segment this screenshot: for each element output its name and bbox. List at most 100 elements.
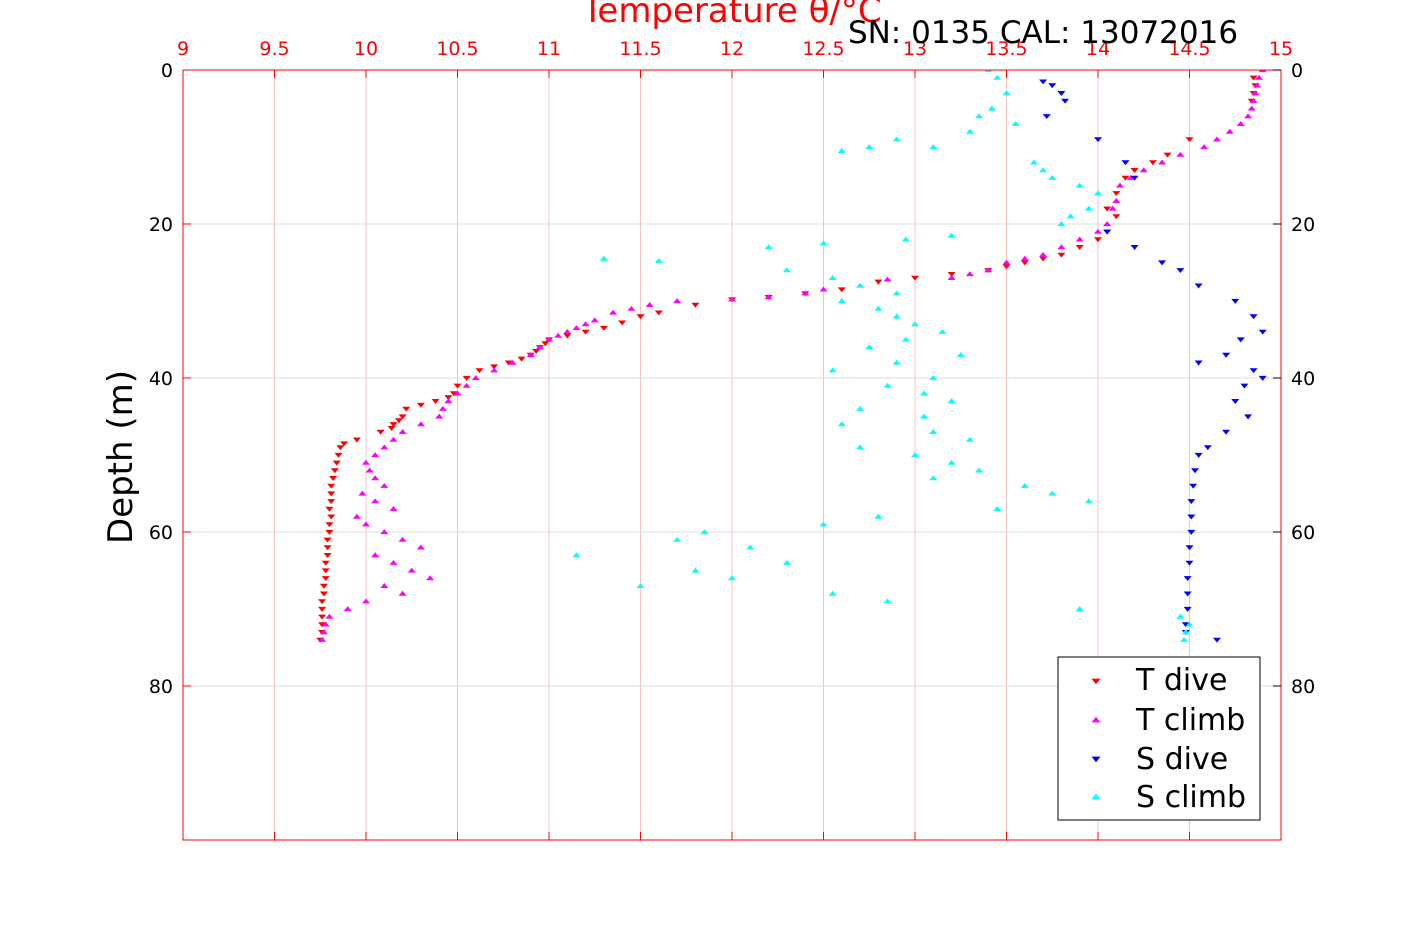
point-t-climb <box>371 475 380 481</box>
point-t-climb <box>728 296 736 302</box>
point-s-climb <box>901 336 910 342</box>
point-t-climb <box>1176 151 1185 157</box>
point-t-climb <box>1251 90 1260 96</box>
x-tick-label: 9 <box>177 38 189 60</box>
point-s-climb <box>865 344 874 350</box>
legend-marker-s-dive <box>1091 756 1101 763</box>
point-t-dive <box>416 402 425 408</box>
point-s-dive <box>1258 375 1267 381</box>
point-t-climb <box>563 328 572 334</box>
calibration-annotation: SN: 0135 CAL: 13072016 <box>848 15 1238 51</box>
point-t-climb <box>1108 205 1117 211</box>
point-t-dive <box>911 275 919 281</box>
legend-label-t-climb: T climb <box>1135 703 1245 738</box>
point-t-climb <box>416 544 425 550</box>
point-s-dive <box>1094 137 1102 143</box>
point-s-climb <box>856 405 865 411</box>
point-t-dive <box>389 422 398 428</box>
point-t-climb <box>526 352 535 357</box>
point-t-dive <box>325 506 334 512</box>
point-t-dive <box>318 606 327 612</box>
point-t-climb <box>438 405 447 411</box>
point-t-dive <box>599 325 608 331</box>
point-t-dive <box>618 320 627 326</box>
point-t-dive <box>325 529 334 535</box>
point-s-climb <box>1039 167 1048 173</box>
point-s-dive <box>1194 283 1203 289</box>
point-t-dive <box>319 583 328 589</box>
point-s-climb <box>691 567 700 573</box>
point-t-climb <box>1236 121 1245 126</box>
x-tick-label: 13.5 <box>985 38 1027 60</box>
point-t-dive <box>517 356 526 362</box>
x-tick-label: 11 <box>537 38 561 60</box>
point-s-climb <box>987 105 996 111</box>
point-t-dive <box>327 491 336 497</box>
point-t-climb <box>398 590 407 596</box>
point-s-climb <box>975 467 984 473</box>
point-t-dive <box>330 468 339 474</box>
series-t-climb <box>318 70 1267 642</box>
point-t-dive <box>504 360 513 366</box>
point-t-dive <box>490 364 499 370</box>
point-s-climb <box>828 367 837 373</box>
point-t-climb <box>325 613 334 619</box>
point-s-climb <box>883 598 892 604</box>
point-s-dive <box>1212 637 1221 643</box>
point-s-climb <box>1094 190 1102 196</box>
point-t-climb <box>1253 82 1262 88</box>
legend-markers <box>1091 678 1101 800</box>
point-t-climb <box>1258 70 1267 73</box>
point-t-dive <box>837 287 846 293</box>
point-s-dive <box>1183 606 1192 612</box>
point-t-climb <box>362 598 370 604</box>
y-tick-label-left: 0 <box>161 60 173 82</box>
point-t-climb <box>380 482 389 488</box>
point-t-climb <box>1094 228 1102 234</box>
point-s-climb <box>837 298 846 304</box>
point-t-dive <box>563 333 572 339</box>
point-t-dive <box>323 545 332 551</box>
x-tick-label: 11.5 <box>619 38 661 60</box>
point-s-dive <box>1183 591 1192 597</box>
point-t-dive <box>387 425 396 431</box>
point-s-climb <box>1002 90 1011 96</box>
legend-marker-s-climb <box>1091 793 1101 800</box>
point-t-climb <box>1247 105 1256 111</box>
point-s-climb <box>911 321 919 327</box>
legend-marker-t-climb <box>1091 716 1101 723</box>
point-t-climb <box>984 267 993 273</box>
point-s-climb <box>837 421 846 427</box>
point-t-climb <box>883 276 892 282</box>
point-t-climb <box>319 629 328 635</box>
point-t-climb <box>371 498 380 504</box>
point-s-dive <box>1187 499 1196 505</box>
point-s-dive <box>1244 414 1253 420</box>
point-s-dive <box>1240 383 1249 389</box>
point-s-climb <box>938 328 947 334</box>
point-s-climb <box>965 128 974 134</box>
point-t-dive <box>541 341 550 347</box>
x-tick-label: 13 <box>903 38 927 60</box>
y-tick-label-left: 80 <box>149 676 173 698</box>
point-t-dive <box>334 452 343 458</box>
point-s-climb <box>1180 636 1189 642</box>
point-t-dive <box>1121 175 1130 181</box>
point-s-climb <box>700 529 709 535</box>
point-t-climb <box>801 290 810 296</box>
point-t-dive <box>336 445 345 451</box>
point-s-dive <box>1249 314 1258 320</box>
point-s-dive <box>1042 114 1051 120</box>
point-s-climb <box>929 475 938 481</box>
legend: T dive T climb S dive S climb <box>1057 656 1261 821</box>
point-s-dive <box>1249 368 1258 374</box>
point-t-dive <box>636 314 645 320</box>
point-t-climb <box>1225 128 1234 134</box>
y-tick-label-right: 60 <box>1291 522 1315 544</box>
point-t-dive <box>319 591 328 597</box>
point-t-dive <box>321 576 330 582</box>
point-t-climb <box>947 275 956 280</box>
x-tick-label: 14.5 <box>1168 38 1210 60</box>
point-t-climb <box>426 575 435 581</box>
